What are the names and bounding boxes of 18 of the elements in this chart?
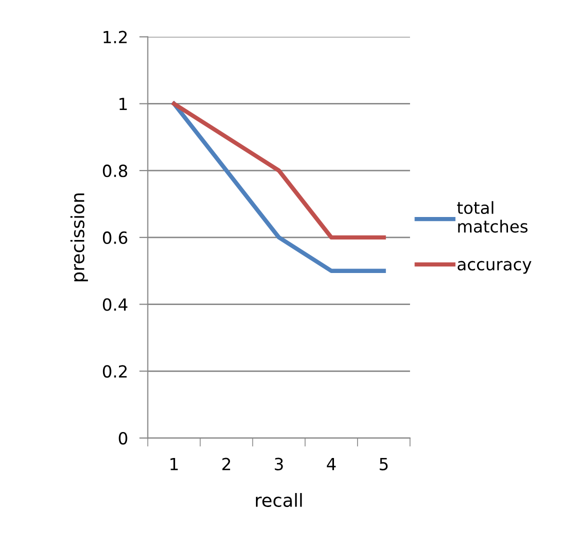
x-tick-label: 4 xyxy=(326,458,336,470)
y-tick-label: 0.6 xyxy=(102,231,128,244)
y-axis-title: precission xyxy=(70,194,88,282)
y-tick-label: 0.8 xyxy=(102,164,128,178)
y-tick-label: 0 xyxy=(118,432,128,445)
x-tick-label: 5 xyxy=(380,458,388,470)
y-tick-label: 0.4 xyxy=(102,298,128,311)
line-series xyxy=(172,102,386,273)
x-tick-label: 1 xyxy=(170,458,178,470)
x-axis-title: recall xyxy=(256,493,302,508)
x-tick-label: 3 xyxy=(274,458,283,470)
y-tick-label: 1 xyxy=(120,98,127,110)
legend-label: accuracy xyxy=(458,260,532,274)
y-tick-label: 0.2 xyxy=(102,365,127,378)
line-series xyxy=(172,102,386,240)
y-tick-label: 1.2 xyxy=(104,30,127,44)
legend-label: total matches xyxy=(457,201,528,233)
x-tick-label: 2 xyxy=(222,458,230,470)
